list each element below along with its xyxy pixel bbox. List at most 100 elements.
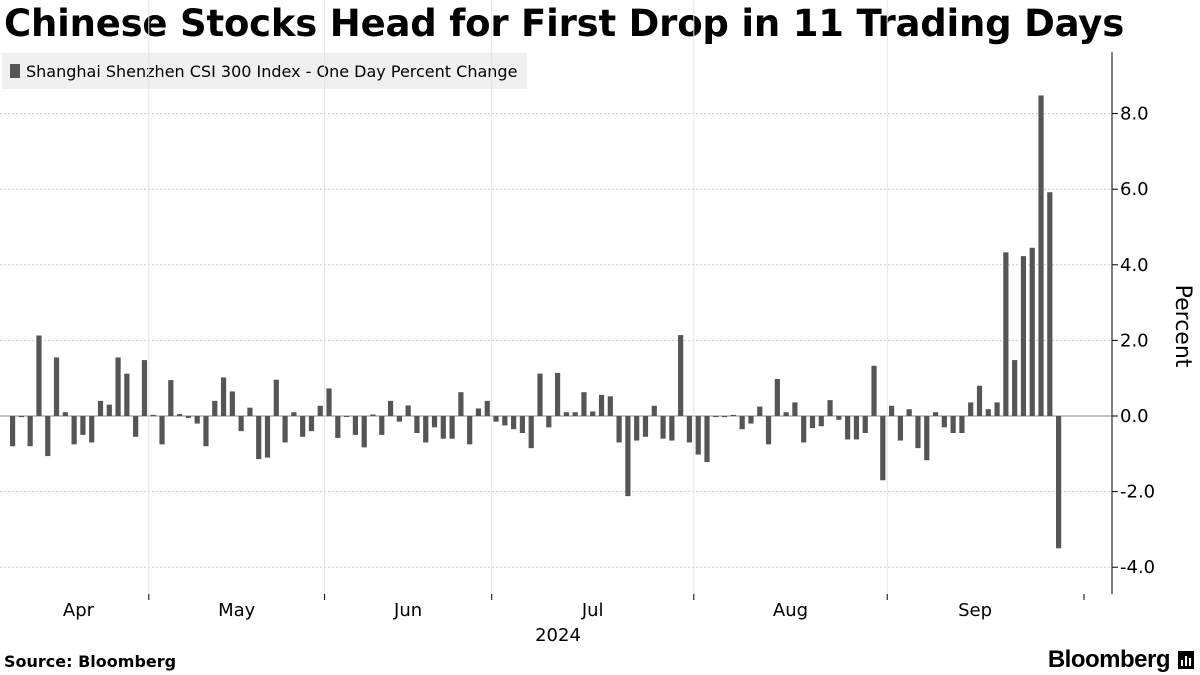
bar	[827, 400, 833, 416]
bar	[300, 416, 306, 437]
bar	[440, 416, 446, 439]
bar	[282, 416, 288, 443]
bar	[695, 416, 701, 455]
bar	[458, 392, 464, 416]
bar	[607, 396, 613, 416]
y-tick-label: -2.0	[1120, 482, 1155, 503]
bar	[941, 416, 947, 428]
bar	[414, 416, 420, 434]
bar	[467, 416, 473, 445]
bar	[686, 416, 693, 443]
month-label: Jul	[581, 600, 604, 621]
bar	[862, 416, 868, 434]
bar	[475, 408, 482, 416]
bar	[493, 416, 499, 422]
bar	[256, 416, 262, 460]
bar	[115, 357, 121, 416]
bar	[10, 416, 16, 447]
bar	[431, 416, 438, 428]
month-label: Apr	[63, 600, 95, 621]
bar	[915, 416, 921, 449]
bar	[308, 416, 315, 432]
bar	[326, 388, 332, 416]
bar	[124, 373, 130, 416]
bar	[317, 405, 323, 416]
bar	[642, 416, 649, 437]
bar	[53, 357, 60, 416]
bar	[616, 416, 622, 443]
bar	[1003, 252, 1009, 416]
bar	[247, 407, 253, 416]
y-axis-title: Percent	[1170, 285, 1195, 368]
bar	[836, 416, 842, 420]
bar	[721, 416, 728, 418]
legend: Shanghai Shenzhen CSI 300 Index - One Da…	[2, 53, 528, 89]
bar	[985, 409, 991, 416]
bar	[519, 416, 526, 434]
source-note: Source: Bloomberg	[4, 652, 177, 671]
bar	[511, 416, 517, 430]
bar	[18, 416, 24, 418]
bar	[968, 402, 974, 416]
bar	[853, 416, 860, 440]
bar	[159, 416, 165, 445]
bar	[141, 360, 148, 416]
bar	[598, 394, 605, 416]
bar	[765, 416, 772, 445]
bar	[177, 414, 183, 416]
bar	[537, 373, 543, 416]
bar	[62, 412, 68, 416]
bloomberg-chart-icon	[1178, 651, 1194, 669]
bar	[1020, 256, 1027, 416]
bar	[651, 405, 657, 416]
bar	[572, 412, 578, 416]
bar	[932, 412, 939, 416]
bar	[994, 402, 1000, 416]
bar	[739, 416, 745, 430]
bar	[713, 416, 719, 418]
month-label: Sep	[958, 600, 992, 621]
bar	[748, 416, 754, 424]
bar	[1038, 95, 1044, 417]
bar	[168, 380, 174, 416]
bar	[976, 385, 983, 416]
month-label: May	[218, 600, 256, 621]
bar	[906, 409, 912, 416]
bar	[660, 416, 666, 439]
bar	[528, 416, 534, 449]
bar	[845, 416, 851, 440]
bar	[150, 414, 156, 416]
bar	[1012, 360, 1018, 416]
bar	[625, 416, 631, 497]
bar	[897, 416, 903, 441]
bar	[563, 412, 569, 416]
bar	[704, 416, 710, 463]
bar	[229, 391, 235, 416]
bar	[1029, 247, 1035, 416]
bar	[405, 405, 411, 416]
bar	[502, 416, 508, 426]
bar	[801, 416, 807, 443]
bar	[730, 414, 736, 416]
bar	[449, 416, 455, 439]
bar	[1047, 192, 1053, 416]
bar	[634, 416, 640, 441]
bars	[10, 95, 1062, 549]
bar	[783, 412, 789, 416]
y-tick-label: 2.0	[1120, 330, 1149, 351]
y-axis: 8.0 6.0 4.0 2.0 0.0 -2.0 -4.0	[1111, 52, 1155, 594]
bar	[71, 416, 77, 445]
bar	[590, 411, 596, 416]
y-tick-label: 4.0	[1120, 255, 1149, 276]
month-separators	[148, 0, 1085, 600]
bar	[273, 379, 279, 416]
bar	[238, 416, 244, 432]
bar	[757, 406, 763, 416]
bar	[106, 404, 112, 416]
bar	[880, 416, 886, 481]
bar	[89, 416, 95, 443]
bar	[889, 405, 895, 416]
bar	[396, 416, 402, 422]
bar	[387, 400, 394, 416]
bar	[335, 416, 341, 438]
